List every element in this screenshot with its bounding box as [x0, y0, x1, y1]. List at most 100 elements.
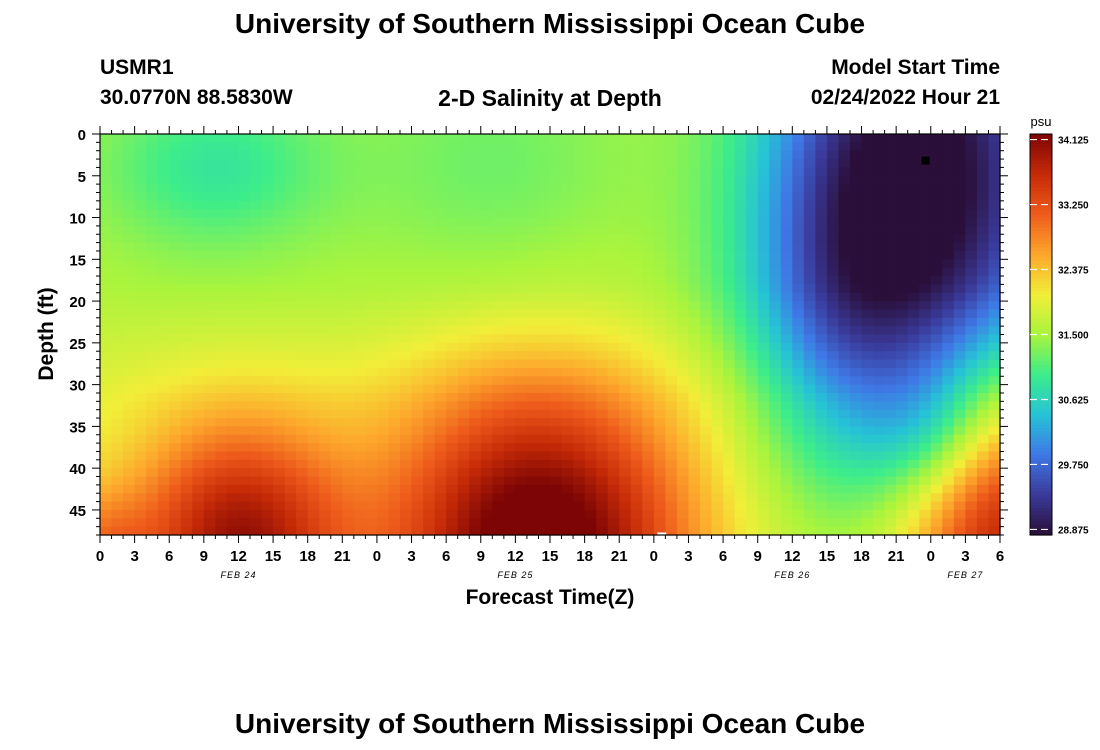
heatmap-cell — [192, 493, 205, 503]
heatmap-cell — [388, 317, 401, 327]
heatmap-cell — [146, 159, 159, 169]
heatmap-cell — [376, 418, 390, 427]
heatmap-cell — [238, 468, 251, 478]
heatmap-cell — [769, 476, 782, 486]
heatmap-cell — [780, 167, 793, 177]
heatmap-cell — [734, 192, 747, 202]
heatmap-cell — [942, 526, 955, 536]
heatmap-cell — [250, 217, 263, 227]
colorbar-swatch — [1030, 264, 1052, 269]
heatmap-cell — [296, 334, 309, 344]
heatmap-cell — [988, 526, 1001, 536]
heatmap-cell — [169, 259, 182, 269]
heatmap-cell — [607, 225, 620, 235]
heatmap-cell — [561, 326, 574, 336]
heatmap-cell — [342, 526, 355, 536]
heatmap-cell — [850, 443, 863, 453]
heatmap-cell — [976, 250, 990, 260]
heatmap-cell — [919, 225, 932, 235]
heatmap-cell — [273, 159, 286, 169]
heatmap-cell — [250, 209, 263, 219]
heatmap-cell — [792, 384, 805, 394]
heatmap-cell — [157, 451, 170, 461]
heatmap-cell — [480, 234, 493, 244]
heatmap-cell — [192, 526, 205, 536]
heatmap-cell — [469, 250, 482, 260]
heatmap-cell — [734, 501, 747, 511]
heatmap-cell — [238, 526, 251, 536]
heatmap-cell — [411, 159, 424, 169]
heatmap-cell — [226, 501, 240, 511]
heatmap-cell — [100, 267, 113, 277]
heatmap-cell — [907, 309, 920, 319]
heatmap-cell — [746, 526, 759, 536]
heatmap-cell — [942, 384, 955, 394]
heatmap-cell — [630, 259, 643, 269]
heatmap-cell — [700, 209, 713, 219]
heatmap-cell — [180, 409, 193, 419]
heatmap-cell — [342, 443, 355, 453]
heatmap-cell — [596, 284, 609, 294]
heatmap-cell — [123, 159, 136, 169]
heatmap-cell — [630, 359, 643, 369]
heatmap-cell — [803, 209, 816, 219]
heatmap-cell — [607, 209, 620, 219]
heatmap-cell — [388, 142, 401, 152]
heatmap-cell — [884, 434, 897, 444]
heatmap-cell — [423, 217, 436, 227]
heatmap-cell — [988, 292, 1001, 302]
heatmap-cell — [838, 150, 851, 160]
heatmap-cell — [826, 242, 840, 252]
heatmap-cell — [919, 284, 932, 294]
heatmap-cell — [826, 509, 840, 519]
heatmap-cell — [642, 142, 655, 152]
heatmap-cell — [815, 142, 828, 152]
heatmap-cell — [111, 509, 124, 519]
heatmap-cell — [284, 376, 297, 386]
heatmap-cell — [734, 309, 747, 319]
heatmap-cell — [942, 175, 955, 185]
heatmap-cell — [215, 276, 228, 285]
heatmap-cell — [515, 175, 528, 185]
colorbar-swatch — [1030, 277, 1052, 282]
heatmap-cell — [330, 209, 343, 219]
heatmap-cell — [469, 501, 482, 511]
heatmap-cell — [215, 493, 228, 503]
heatmap-cell — [273, 217, 286, 227]
heatmap-cell — [676, 367, 690, 377]
heatmap-cell — [919, 184, 932, 194]
heatmap-cell — [284, 284, 297, 294]
heatmap-cell — [330, 376, 343, 386]
heatmap-cell — [769, 175, 782, 185]
heatmap-cell — [457, 134, 470, 143]
heatmap-cell — [619, 159, 632, 169]
heatmap-cell — [284, 526, 297, 536]
heatmap-cell — [688, 392, 701, 402]
heatmap-cell — [238, 167, 251, 177]
heatmap-cell — [411, 342, 424, 352]
heatmap-cell — [261, 434, 274, 444]
heatmap-cell — [653, 209, 666, 219]
heatmap-cell — [100, 468, 113, 478]
heatmap-cell — [700, 459, 713, 469]
heatmap-cell — [723, 468, 736, 478]
heatmap-cell — [573, 284, 586, 294]
heatmap-cell — [688, 326, 701, 336]
heatmap-cell — [850, 250, 863, 260]
heatmap-cell — [319, 459, 332, 469]
heatmap-cell — [157, 493, 170, 503]
heatmap-cell — [342, 292, 355, 302]
heatmap-cell — [376, 301, 390, 311]
heatmap-cell — [561, 351, 574, 361]
heatmap-cell — [365, 401, 378, 411]
heatmap-cell — [457, 326, 470, 336]
heatmap-cell — [215, 326, 228, 336]
heatmap-cell — [457, 309, 470, 319]
colorbar-swatch — [1030, 230, 1052, 235]
heatmap-cell — [526, 493, 540, 503]
heatmap-cell — [584, 134, 597, 143]
heatmap-cell — [942, 334, 955, 344]
heatmap-cell — [942, 142, 955, 152]
heatmap-cell — [757, 418, 770, 427]
heatmap-cell — [400, 292, 413, 302]
